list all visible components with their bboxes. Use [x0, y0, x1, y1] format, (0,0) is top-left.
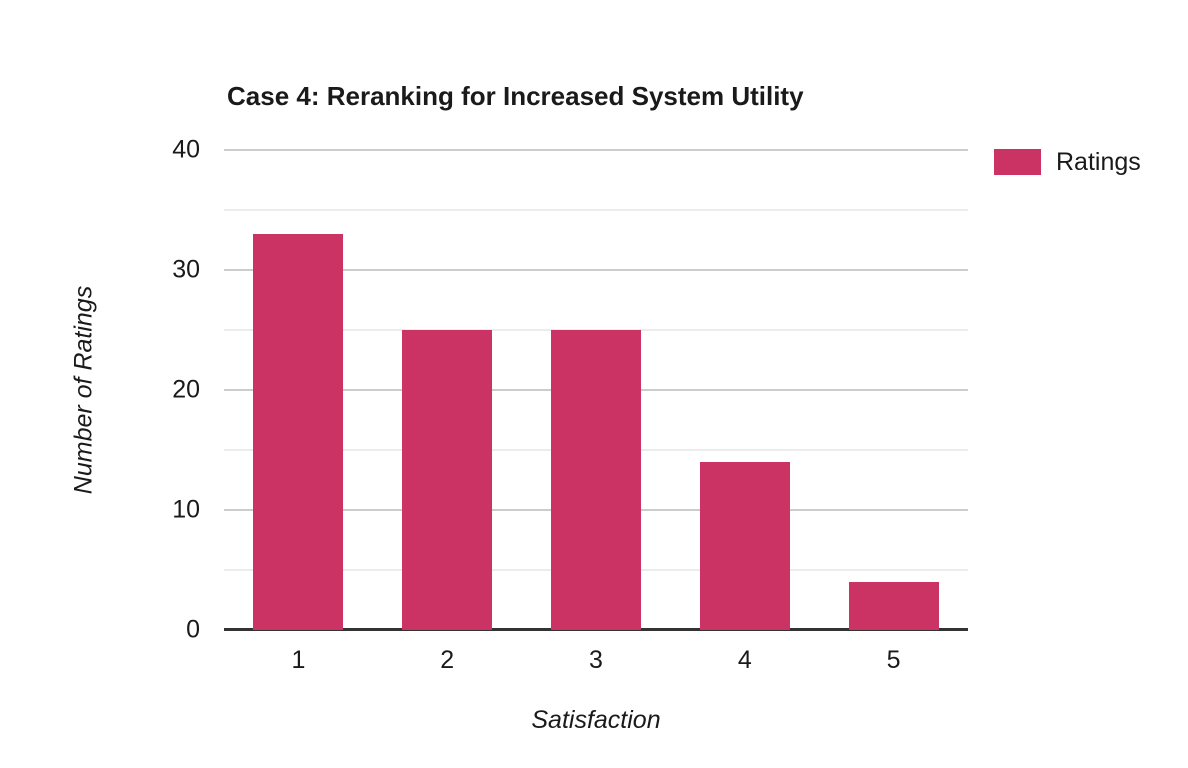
- y-tick-label-20: 20: [172, 375, 200, 404]
- legend: Ratings: [994, 149, 1141, 175]
- gridline-major: [224, 149, 968, 151]
- legend-label-ratings: Ratings: [1056, 147, 1141, 176]
- y-tick-label-30: 30: [172, 255, 200, 284]
- plot-area: [224, 149, 968, 631]
- x-tick-label-1: 1: [291, 646, 306, 674]
- y-tick-label-10: 10: [172, 495, 200, 524]
- bar-category-2: [402, 330, 493, 630]
- x-tick-label-2: 2: [440, 646, 455, 674]
- bar-category-1: [253, 234, 344, 630]
- y-tick-label-0: 0: [186, 615, 200, 644]
- gridline-minor: [224, 209, 968, 211]
- bar-category-5: [848, 582, 939, 630]
- bar-category-4: [699, 462, 790, 630]
- x-tick-label-4: 4: [737, 646, 752, 674]
- y-tick-label-40: 40: [172, 135, 200, 164]
- x-axis-title: Satisfaction: [531, 706, 661, 734]
- legend-swatch-ratings: [994, 149, 1041, 175]
- x-tick-label-3: 3: [589, 646, 603, 674]
- chart-title: Case 4: Reranking for Increased System U…: [227, 81, 804, 111]
- gridline-major: [224, 269, 968, 271]
- x-tick-label-5: 5: [886, 646, 901, 674]
- bar-category-3: [551, 330, 641, 630]
